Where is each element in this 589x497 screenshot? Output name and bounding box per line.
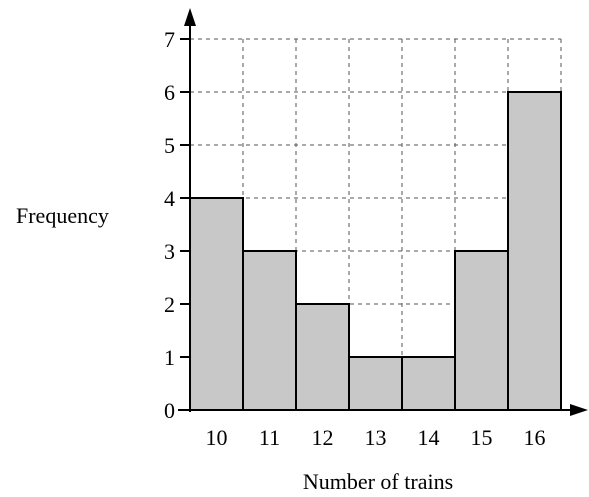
y-tick-label-7: 7 — [164, 27, 175, 52]
y-tick-label-1: 1 — [164, 345, 175, 370]
y-tick-labels: 0 1 2 3 4 5 6 7 — [164, 27, 190, 423]
bar-11 — [242, 250, 297, 411]
x-tick-label-15: 15 — [471, 425, 493, 450]
y-tick-label-2: 2 — [164, 292, 175, 317]
y-axis-title: Frequency — [16, 203, 109, 228]
x-tick-label-10: 10 — [206, 425, 228, 450]
axes — [178, 8, 588, 416]
x-axis-title: Number of trains — [303, 469, 453, 494]
y-tick-label-5: 5 — [164, 133, 175, 158]
x-tick-label-13: 13 — [365, 425, 387, 450]
bars — [189, 91, 562, 411]
x-tick-label-14: 14 — [418, 425, 440, 450]
bar-14 — [401, 356, 456, 411]
y-tick-label-3: 3 — [164, 239, 175, 264]
y-axis-arrow-icon — [184, 8, 196, 26]
bar-12 — [295, 303, 350, 411]
bar-15 — [454, 250, 509, 411]
bar-10 — [189, 197, 244, 411]
bar-16 — [507, 91, 562, 411]
x-tick-labels: 10 11 12 13 14 15 16 — [206, 425, 546, 450]
bar-13 — [348, 356, 403, 411]
y-tick-label-4: 4 — [164, 186, 175, 211]
y-tick-label-0: 0 — [164, 398, 175, 423]
x-tick-label-16: 16 — [524, 425, 546, 450]
x-axis-arrow-icon — [570, 404, 588, 416]
x-tick-label-11: 11 — [259, 425, 280, 450]
y-tick-label-6: 6 — [164, 80, 175, 105]
x-tick-label-12: 12 — [312, 425, 334, 450]
